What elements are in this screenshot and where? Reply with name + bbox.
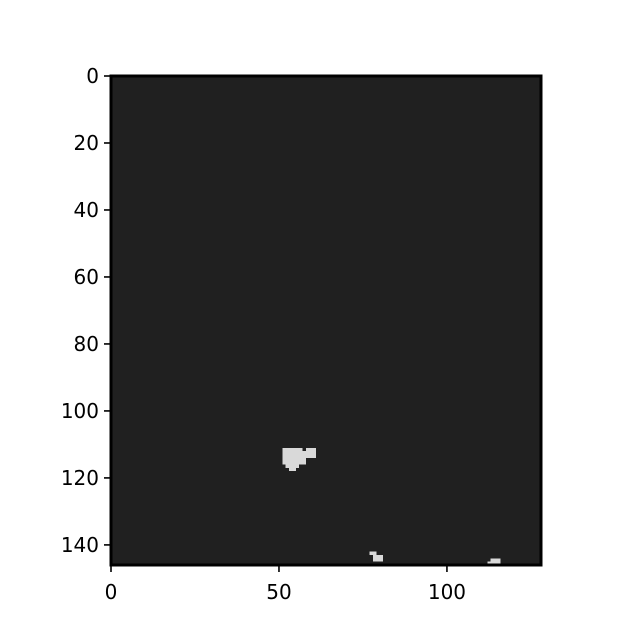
axes-frame — [109, 74, 543, 567]
heatmap-background — [111, 76, 541, 565]
heatmap-bright-cell — [487, 561, 491, 565]
y-tick-label: 120 — [61, 466, 99, 490]
heatmap-bright-cell — [282, 447, 303, 465]
y-tick-label: 0 — [86, 64, 99, 88]
y-axis: 0 20 40 60 80 100 120 140 — [61, 64, 111, 557]
heatmap-bright-cell — [490, 558, 501, 565]
heatmap-bright-cell — [373, 554, 384, 562]
heatmap-bright-cell — [302, 451, 306, 465]
x-tick-label: 100 — [428, 580, 466, 604]
plot-area — [111, 76, 541, 565]
heatmap-bright-cell — [289, 467, 296, 472]
y-tick-label: 60 — [74, 265, 99, 289]
y-tick-label: 20 — [74, 131, 99, 155]
y-tick-label: 140 — [61, 533, 99, 557]
x-tick-label: 50 — [266, 580, 291, 604]
heatmap-bright-cell — [285, 464, 300, 468]
heatmap-bright-cell — [369, 551, 377, 555]
y-tick-label: 80 — [74, 332, 99, 356]
heatmap-bright-cell — [305, 447, 316, 458]
x-axis: 0 50 100 — [105, 565, 466, 604]
y-tick-label: 100 — [61, 399, 99, 423]
x-tick-label: 0 — [105, 580, 118, 604]
y-tick-label: 40 — [74, 198, 99, 222]
